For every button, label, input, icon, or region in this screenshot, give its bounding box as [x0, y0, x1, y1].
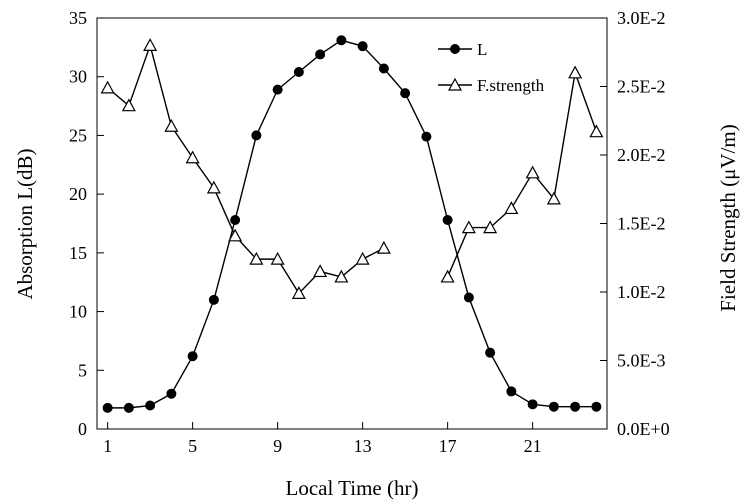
series-L-point	[591, 401, 602, 412]
series-L-point	[400, 88, 411, 99]
series-F-point	[313, 264, 328, 278]
series-L-point	[123, 402, 134, 413]
series-L-point	[230, 214, 241, 225]
series-F-point	[376, 240, 391, 254]
x-tick-label: 13	[354, 436, 372, 456]
series-F-point	[164, 118, 179, 132]
series-F-point	[121, 98, 136, 112]
x-tick-label: 21	[524, 436, 542, 456]
series-F-point	[440, 269, 455, 283]
series-L-point	[548, 401, 559, 412]
series-L-point	[485, 347, 496, 358]
y-right-tick-label: 2.0E-2	[617, 145, 666, 165]
x-axis-title: Local Time (hr)	[286, 476, 419, 500]
y-left-tick-label: 25	[69, 125, 87, 145]
series-F-point	[546, 191, 561, 205]
y-left-axis-title: Absorption L(dB)	[13, 148, 37, 299]
series-F-point	[228, 228, 243, 242]
series-F-point	[461, 220, 476, 234]
series-L-point	[251, 130, 262, 141]
series-F-line	[107, 43, 385, 295]
x-tick-label: 5	[188, 436, 197, 456]
legend-label-L: L	[477, 40, 487, 59]
y-left-tick-label: 0	[78, 419, 87, 439]
series-L-point	[166, 388, 177, 399]
series-L-point	[293, 67, 304, 78]
series-L-point	[208, 294, 219, 305]
series-L-point	[187, 351, 198, 362]
x-tick-label: 17	[439, 436, 457, 456]
series-L-point	[102, 402, 113, 413]
series-L-point	[442, 214, 453, 225]
series-L-point	[315, 49, 326, 60]
y-right-tick-label: 0.0E+0	[617, 419, 670, 439]
series-F-point	[483, 220, 498, 234]
series-L-point	[378, 63, 389, 74]
y-right-tick-label: 3.0E-2	[617, 8, 666, 28]
series-F-point	[206, 180, 221, 194]
y-left-tick-label: 15	[69, 243, 87, 263]
series-F-point	[291, 286, 306, 299]
series-L-point	[506, 386, 517, 397]
series-L-point	[463, 292, 474, 303]
y-right-axis-title: Field Strength (μV/m)	[716, 124, 740, 311]
x-tick-label: 9	[273, 436, 282, 456]
series-L-point	[357, 41, 368, 52]
y-left-tick-label: 5	[78, 360, 87, 380]
series-F-point	[568, 65, 583, 79]
y-right-tick-label: 1.0E-2	[617, 282, 666, 302]
series-F-point	[100, 80, 115, 94]
y-right-tick-label: 5.0E-3	[617, 351, 666, 371]
legend-marker-L	[450, 44, 460, 54]
series-F-line	[446, 70, 598, 278]
series-F-point	[589, 124, 604, 138]
series-L-line	[107, 39, 597, 409]
legend: L F.strength	[438, 40, 545, 95]
series-F-point	[185, 150, 200, 164]
series-F-group	[100, 38, 604, 299]
series-F-point	[334, 269, 349, 283]
series-L-point	[527, 399, 538, 410]
series-F-point	[504, 201, 519, 215]
x-tick-label: 1	[103, 436, 112, 456]
y-left-tick-label: 10	[69, 302, 87, 322]
series-F-point	[270, 251, 285, 265]
series-L-point	[272, 84, 283, 95]
legend-label-F: F.strength	[477, 76, 545, 95]
y-left-tick-label: 35	[69, 8, 87, 28]
y-right-tick-label: 1.5E-2	[617, 214, 666, 234]
series-F-point	[143, 38, 158, 52]
series-L-point	[421, 131, 432, 142]
series-L-point	[336, 35, 347, 46]
series-L-point	[570, 401, 581, 412]
y-right-tick-label: 2.5E-2	[617, 77, 666, 97]
y-left-tick-label: 30	[69, 67, 87, 87]
series-F-point	[525, 165, 540, 179]
y-left-tick-label: 20	[69, 184, 87, 204]
series-F-point	[249, 251, 264, 265]
legend-marker-F	[447, 77, 463, 91]
series-L-point	[145, 400, 156, 411]
series-F-point	[355, 251, 370, 265]
